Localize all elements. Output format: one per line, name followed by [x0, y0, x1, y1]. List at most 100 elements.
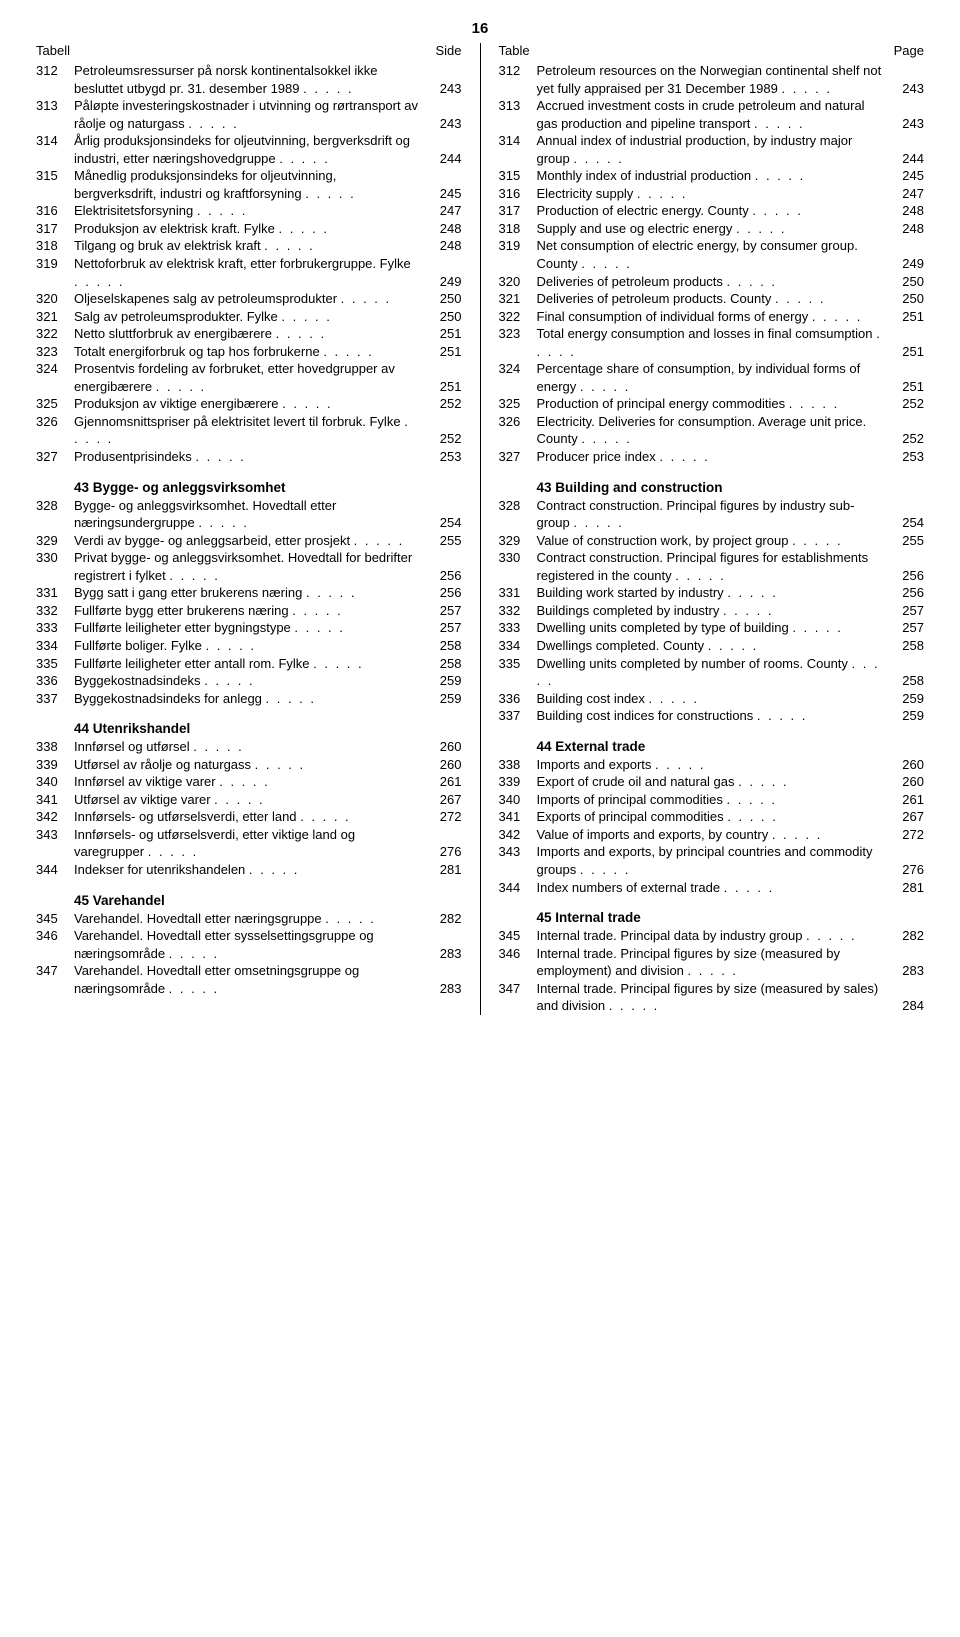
entry-number: 322 — [499, 308, 537, 326]
entry-text: Gjennomsnittspriser på elektrisitet leve… — [74, 413, 420, 448]
entry-text: Årlig produksjonsindeks for oljeutvinnin… — [74, 132, 420, 167]
leader-dots: . . . . . — [772, 827, 823, 842]
entry-page: 243 — [882, 80, 924, 98]
leader-dots: . . . . . — [169, 946, 220, 961]
leader-dots: . . . . . — [292, 603, 343, 618]
entry-page: 284 — [882, 997, 924, 1015]
entry-page: 253 — [420, 448, 462, 466]
entry-page: 281 — [420, 861, 462, 879]
leader-dots: . . . . . — [249, 862, 300, 877]
entry-number: 316 — [36, 202, 74, 220]
leader-dots: . . . . . — [581, 431, 632, 446]
toc-entry: 313Accrued investment costs in crude pet… — [499, 97, 925, 132]
entry-page: 258 — [882, 672, 924, 690]
entry-number: 314 — [36, 132, 74, 150]
entry-page: 247 — [420, 202, 462, 220]
section-title: 45 Varehandel — [74, 893, 462, 908]
entry-page: 267 — [420, 791, 462, 809]
entry-text: Bygge- og anleggsvirksomhet. Hovedtall e… — [74, 497, 420, 532]
leader-dots: . . . . . — [282, 396, 333, 411]
entry-text: Månedlig produksjonsindeks for oljeutvin… — [74, 167, 420, 202]
toc-entry: 321Salg av petroleumsprodukter. Fylke . … — [36, 308, 462, 326]
leader-dots: . . . . . — [206, 638, 257, 653]
entry-number: 328 — [36, 497, 74, 515]
header-side: Side — [420, 43, 462, 58]
leader-dots: . . . . . — [723, 603, 774, 618]
entry-text: Imports and exports . . . . . — [537, 756, 883, 774]
leader-dots: . . . . . — [537, 326, 882, 359]
leader-dots: . . . . . — [281, 309, 332, 324]
entry-page: 283 — [882, 962, 924, 980]
entry-number: 329 — [499, 532, 537, 550]
entry-page: 260 — [420, 756, 462, 774]
toc-entry: 325Produksjon av viktige energibærere . … — [36, 395, 462, 413]
entry-number: 342 — [36, 808, 74, 826]
entry-number: 336 — [499, 690, 537, 708]
leader-dots: . . . . . — [195, 449, 246, 464]
leader-dots: . . . . . — [688, 963, 739, 978]
entry-number: 321 — [36, 308, 74, 326]
entry-page: 248 — [882, 202, 924, 220]
entry-page: 254 — [882, 514, 924, 532]
entry-page: 248 — [420, 237, 462, 255]
entry-text: Indekser for utenrikshandelen . . . . . — [74, 861, 420, 879]
entry-text: Innførsel og utførsel . . . . . — [74, 738, 420, 756]
entry-number: 346 — [36, 927, 74, 945]
toc-entry: 339Utførsel av råolje og naturgass . . .… — [36, 756, 462, 774]
entry-number: 315 — [36, 167, 74, 185]
entry-text: Tilgang og bruk av elektrisk kraft . . .… — [74, 237, 420, 255]
entry-text: Privat bygge- og anleggsvirksomhet. Hove… — [74, 549, 420, 584]
entry-text: Electricity supply . . . . . — [537, 185, 883, 203]
entry-number: 341 — [36, 791, 74, 809]
entry-page: 256 — [882, 567, 924, 585]
entry-page: 249 — [420, 273, 462, 291]
toc-entry: 332Buildings completed by industry . . .… — [499, 602, 925, 620]
entry-text: Byggekostnadsindeks for anlegg . . . . . — [74, 690, 420, 708]
entry-page: 256 — [420, 567, 462, 585]
entry-number: 337 — [36, 690, 74, 708]
entry-number: 338 — [36, 738, 74, 756]
leader-dots: . . . . . — [580, 379, 631, 394]
entry-text: Building cost indices for constructions … — [537, 707, 883, 725]
toc-entry: 347Varehandel. Hovedtall etter omsetning… — [36, 962, 462, 997]
entry-page: 251 — [882, 378, 924, 396]
entry-text: Supply and use og electric energy . . . … — [537, 220, 883, 238]
entry-number: 320 — [499, 273, 537, 291]
toc-entry: 345Internal trade. Principal data by ind… — [499, 927, 925, 945]
toc-entry: 347Internal trade. Principal figures by … — [499, 980, 925, 1015]
leader-dots: . . . . . — [323, 344, 374, 359]
entry-text: Imports and exports, by principal countr… — [537, 843, 883, 878]
toc-entry: 316Electricity supply . . . . .247 — [499, 185, 925, 203]
entry-number: 319 — [499, 237, 537, 255]
entry-text: Prosentvis fordeling av forbruket, etter… — [74, 360, 420, 395]
leader-dots: . . . . . — [649, 691, 700, 706]
toc-entry: 324Percentage share of consumption, by i… — [499, 360, 925, 395]
leader-dots: . . . . . — [609, 998, 660, 1013]
section-title: 44 Utenrikshandel — [74, 721, 462, 736]
leader-dots: . . . . . — [306, 585, 357, 600]
entry-number: 339 — [36, 756, 74, 774]
leader-dots: . . . . . — [781, 81, 832, 96]
entry-number: 334 — [499, 637, 537, 655]
toc-entry: 329Value of construction work, by projec… — [499, 532, 925, 550]
toc-entry: 320Oljeselskapenes salg av petroleumspro… — [36, 290, 462, 308]
entry-number: 346 — [499, 945, 537, 963]
toc-entry: 340Innførsel av viktige varer . . . . .2… — [36, 773, 462, 791]
entry-page: 281 — [882, 879, 924, 897]
entry-number: 339 — [499, 773, 537, 791]
toc-entry: 346Varehandel. Hovedtall etter sysselset… — [36, 927, 462, 962]
toc-entry: 346Internal trade. Principal figures by … — [499, 945, 925, 980]
entry-number: 333 — [499, 619, 537, 637]
entry-page: 245 — [882, 167, 924, 185]
entry-number: 316 — [499, 185, 537, 203]
section-title: 44 External trade — [537, 739, 925, 754]
toc-entry: 318Supply and use og electric energy . .… — [499, 220, 925, 238]
leader-dots: . . . . . — [736, 221, 787, 236]
entry-page: 276 — [882, 861, 924, 879]
entry-text: Totalt energiforbruk og tap hos forbruke… — [74, 343, 420, 361]
entry-text: Building cost index . . . . . — [537, 690, 883, 708]
entry-text: Utførsel av viktige varer . . . . . — [74, 791, 420, 809]
toc-entry: 316Elektrisitetsforsyning . . . . .247 — [36, 202, 462, 220]
entry-page: 253 — [882, 448, 924, 466]
entry-page: 252 — [420, 430, 462, 448]
